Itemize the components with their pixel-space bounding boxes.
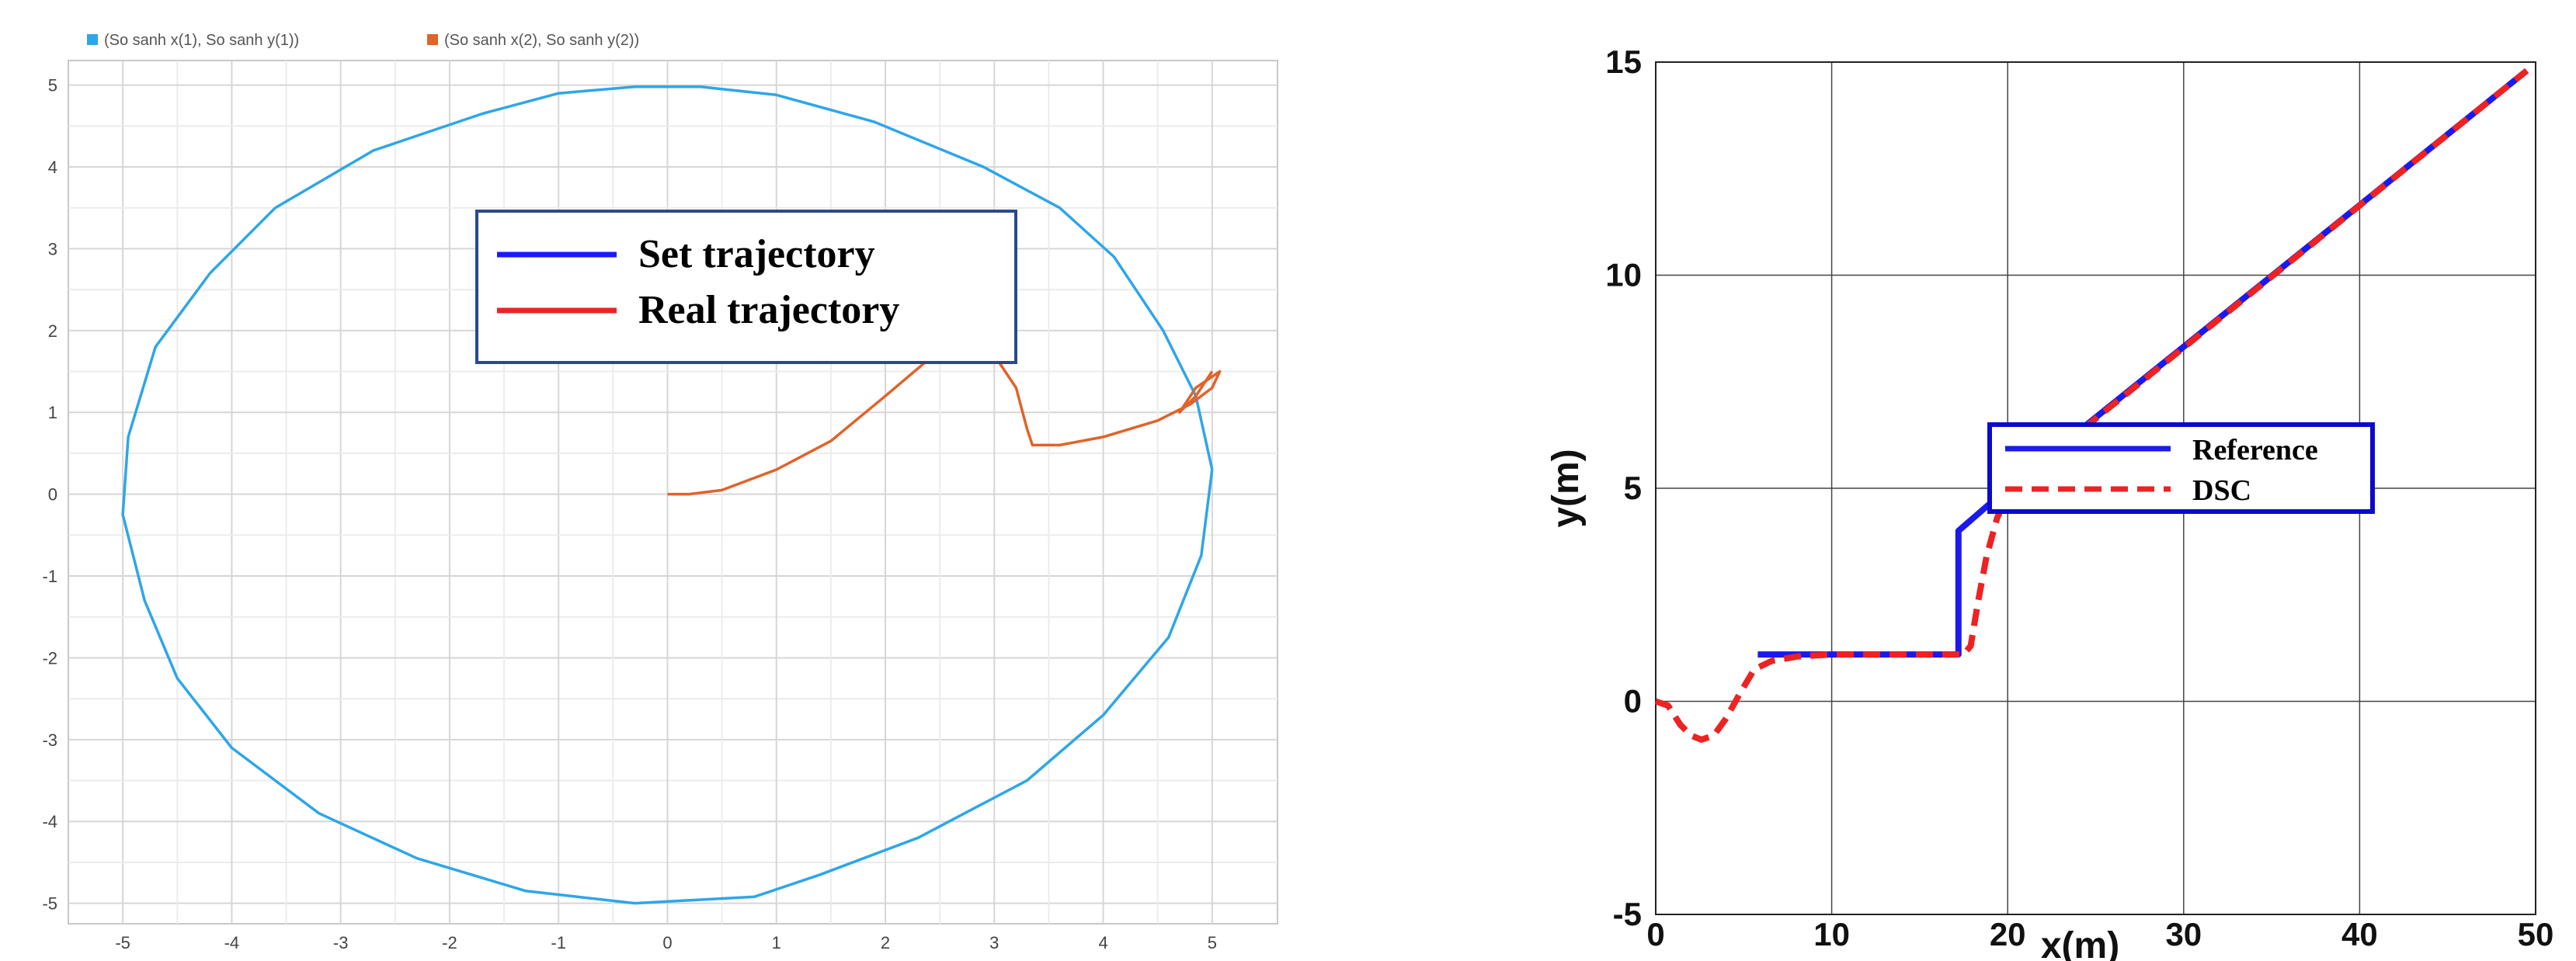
y-tick-label: -3 (42, 730, 57, 750)
inset-legend-label: Set trajectory (638, 232, 875, 276)
y-tick-label: 2 (48, 321, 57, 341)
y-tick-label: 5 (48, 76, 57, 95)
x-tick-label: -5 (115, 933, 130, 952)
legend-box (1987, 422, 2375, 514)
legend-label: Reference (2192, 434, 2318, 467)
left-chart-svg: -5 -4 -3 -2 -1 0 1 2 3 4 5 5 4 3 2 1 0 -1 -2 -3 -4 -5 (So sanh… (42, 32, 1278, 952)
y-tick-label: -5 (1613, 896, 1642, 932)
x-tick-label: 0 (1646, 916, 1664, 952)
y-axis-label: y(m) (1545, 449, 1587, 527)
x-axis-label: x(m) (2041, 925, 2119, 961)
x-tick-label: 0 (662, 933, 672, 952)
y-tick-label: -1 (42, 567, 57, 586)
x-tick-label: 50 (2518, 916, 2554, 952)
inset-legend: Set trajectory Real trajectory (475, 210, 1017, 364)
x-tick-label: 10 (1813, 916, 1850, 952)
series-line-orange (667, 347, 1222, 496)
x-tick-label: -2 (442, 933, 457, 952)
top-legend: (So sanh x(1), So sanh y(1)) (So sanh x(2… (87, 32, 639, 49)
x-tick-label: 4 (1098, 933, 1107, 952)
x-tick-label: -4 (224, 933, 240, 952)
legend-label: (So sanh x(1), So sanh y(1)) (104, 32, 299, 49)
x-tick-label: -1 (551, 933, 566, 952)
legend-swatch (87, 34, 98, 45)
right-chart-panel: 0 10 20 30 40 50 15 10 5 0 -5 x(m) y(m) Reference DSC (1281, 0, 2576, 961)
series-line-reference (1757, 68, 2529, 658)
x-tick-label: -3 (333, 933, 349, 952)
y-tick-label: -5 (42, 894, 57, 914)
left-chart-panel: -5 -4 -3 -2 -1 0 1 2 3 4 5 5 4 3 2 1 0 -1 -2 -3 -4 -5 (So sanh… (0, 0, 1281, 961)
chart-legend: Reference DSC (1987, 422, 2375, 514)
y-tick-label: -4 (42, 812, 57, 831)
y-tick-label: 0 (48, 485, 57, 505)
y-tick-label: 4 (48, 158, 57, 177)
y-tick-label: -2 (42, 648, 57, 668)
x-tick-label: 2 (881, 933, 890, 952)
x-tick-label: 20 (1990, 916, 2026, 952)
x-tick-label: 1 (772, 933, 781, 952)
legend-swatch (427, 34, 438, 45)
y-tick-label: 5 (1624, 470, 1642, 506)
plot-frame (1655, 61, 2536, 915)
x-tick-label: 30 (2165, 916, 2202, 952)
x-tick-label: 5 (1208, 933, 1217, 952)
y-tick-label: 10 (1605, 257, 1642, 293)
legend-label: (So sanh x(2), So sanh y(2)) (444, 32, 639, 49)
x-tick-label: 40 (2341, 916, 2378, 952)
legend-label: DSC (2192, 474, 2251, 507)
series-line-dsc (1654, 68, 2529, 743)
inset-legend-box (475, 210, 1017, 364)
inset-legend-label: Real trajectory (638, 288, 899, 332)
y-tick-label: 1 (48, 403, 57, 422)
y-tick-label: 3 (48, 239, 57, 258)
x-tick-label: 3 (989, 933, 999, 952)
y-tick-label: 0 (1624, 683, 1642, 720)
plot-area (68, 60, 1278, 925)
y-tick-label: 15 (1605, 43, 1642, 80)
series-line-blue (121, 85, 1214, 905)
